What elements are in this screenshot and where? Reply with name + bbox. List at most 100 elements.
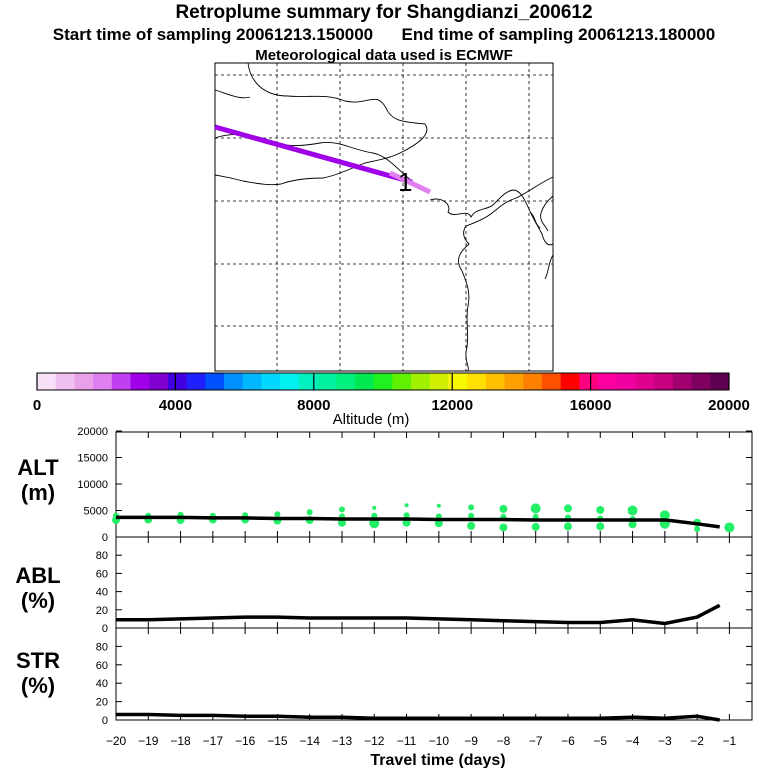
colorbar-swatch <box>336 373 356 390</box>
x-tick-label: −15 <box>267 734 288 748</box>
y-tick-label: 20000 <box>77 426 108 438</box>
plume-cluster-point <box>531 522 540 531</box>
colorbar-swatch <box>654 373 674 390</box>
y-tick-label: 40 <box>96 678 108 690</box>
colorbar-swatch <box>93 373 113 390</box>
y-tick-label: 80 <box>96 641 108 653</box>
x-tick-label: −3 <box>658 734 672 748</box>
plume-cluster-point <box>628 520 637 529</box>
colorbar-swatch <box>373 373 393 390</box>
x-tick-label: −1 <box>723 734 737 748</box>
abl-fraction-line <box>116 603 721 626</box>
panel-ylabel: ABL <box>15 563 60 588</box>
colorbar-swatch <box>205 373 225 390</box>
panel-frame <box>115 627 753 721</box>
y-tick-label: 5000 <box>84 506 108 518</box>
colorbar-swatch <box>280 373 300 390</box>
colorbar-swatch <box>504 373 524 390</box>
colorbar-ticks: 0 4000 8000 12000 16000 20000 <box>33 373 750 414</box>
colorbar-swatch <box>448 373 468 390</box>
x-axis: −20 −19 −18 −17 −16 −15 −14 −13 −12 −11 −10 −9 −8 −7 −… <box>106 734 737 768</box>
plume-cluster-point <box>499 504 508 513</box>
plume-cluster-point <box>436 503 441 508</box>
plume-cluster-point <box>467 521 476 530</box>
panel-frame <box>115 536 753 629</box>
colorbar-swatch <box>130 373 150 390</box>
colorbar-swatch <box>392 373 412 390</box>
plume-cluster-point <box>596 505 605 514</box>
colorbar-swatch <box>485 373 506 390</box>
plume-cluster-point <box>563 522 572 531</box>
plume-cluster-point <box>274 511 281 518</box>
x-tick-label: −10 <box>429 734 450 748</box>
plume-cluster-point <box>659 510 670 521</box>
colorbar-swatch <box>55 373 75 390</box>
colorbar-swatch <box>579 373 599 390</box>
colorbar-swatch <box>560 373 580 390</box>
colorbar-swatch <box>149 373 169 390</box>
plume-cluster-point <box>306 509 313 516</box>
y-tick-label: 60 <box>96 660 108 672</box>
colorbar-swatch <box>74 373 94 390</box>
plume-cluster-point <box>627 505 638 516</box>
panel-ylabel: (m) <box>21 480 55 505</box>
mean-altitude-line <box>116 515 720 529</box>
y-tick-label: 60 <box>96 568 108 580</box>
panel-ylabel: STR <box>16 648 60 673</box>
x-tick-label: −6 <box>561 734 575 748</box>
x-tick-label: −12 <box>364 734 385 748</box>
colorbar-tick-label: 0 <box>33 397 41 414</box>
plume-cluster-point <box>468 504 475 511</box>
panel-altitude: 0 5000 10000 15000 20000 ALT(m) <box>17 426 753 544</box>
colorbar-tick-label: 4000 <box>159 397 192 414</box>
colorbar-tick-label: 20000 <box>708 397 750 414</box>
trajectory-map: 1 <box>214 62 554 372</box>
colorbar-swatch <box>710 373 730 390</box>
colorbar-tick-label: 8000 <box>297 397 330 414</box>
y-tick-label: 15000 <box>77 453 108 465</box>
colorbar-swatch <box>691 373 711 390</box>
plume-cluster-point <box>338 506 345 513</box>
plume-trajectory <box>214 124 413 185</box>
plume-cluster-point <box>499 523 508 532</box>
colorbar-swatch <box>635 373 655 390</box>
colorbar-swatch <box>167 373 188 390</box>
panel-ylabel: (%) <box>21 588 55 613</box>
x-tick-label: −2 <box>690 734 704 748</box>
colorbar-swatch <box>186 373 206 390</box>
plume-cluster-point <box>694 526 701 533</box>
plume-cluster-point <box>596 522 605 531</box>
met-data-label: Meteorological data used is ECMWF <box>255 47 513 64</box>
x-tick-label: −5 <box>593 734 607 748</box>
colorbar-swatch <box>598 373 618 390</box>
x-tick-label: −11 <box>397 734 417 748</box>
colorbar-swatch <box>111 373 132 390</box>
colorbar-swatch <box>616 373 636 390</box>
plume-cluster-point <box>403 512 410 519</box>
plume-cluster-point <box>404 503 409 508</box>
colorbar-swatch <box>411 373 431 390</box>
plume-cluster-point <box>563 504 572 513</box>
y-tick-label: 10000 <box>77 479 108 491</box>
colorbar-swatch <box>354 373 375 390</box>
x-tick-label: −14 <box>300 734 321 748</box>
colorbar-swatch <box>317 373 337 390</box>
colorbar-swatch <box>298 373 319 390</box>
x-tick-label: −17 <box>203 734 224 748</box>
colorbar-swatch <box>242 373 262 390</box>
map-frame <box>214 62 554 372</box>
y-tick-label: 20 <box>96 605 108 617</box>
colorbar-swatch <box>224 373 244 390</box>
colorbar-swatch <box>261 373 281 390</box>
x-tick-label: −18 <box>170 734 191 748</box>
panel-ylabel: ALT <box>17 455 59 480</box>
x-tick-label: −16 <box>235 734 256 748</box>
panel-ylabel: (%) <box>21 673 55 698</box>
colorbar-label: Altitude (m) <box>333 411 410 428</box>
x-tick-label: −7 <box>529 734 543 748</box>
y-tick-label: 0 <box>102 532 108 544</box>
x-axis-title: Travel time (days) <box>370 752 505 768</box>
plume-cluster-point <box>530 503 541 514</box>
colorbar-tick-label: 12000 <box>431 397 473 414</box>
